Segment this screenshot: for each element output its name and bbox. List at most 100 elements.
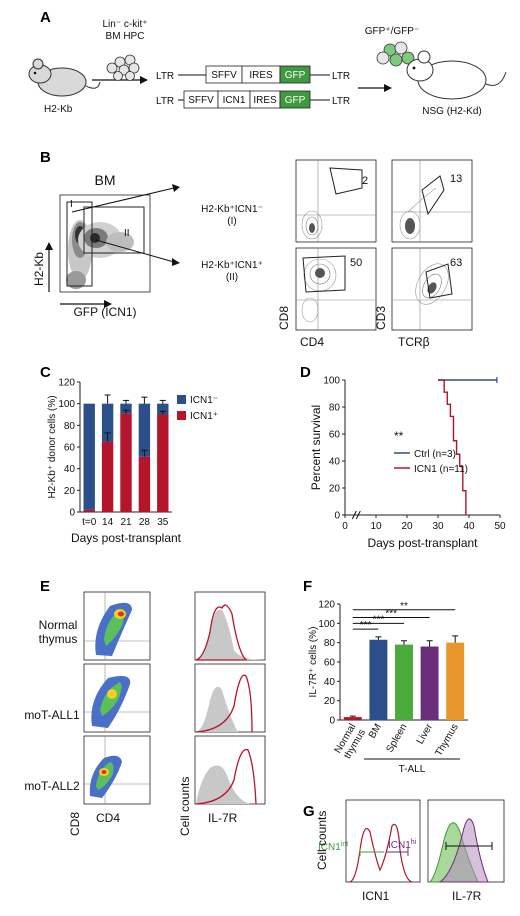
c-ytick-label: 0 (69, 508, 75, 519)
d-ytick-label: 80 (329, 403, 341, 414)
cd8-cd4-plot-bottom: 50 (295, 247, 377, 331)
d-xtick-label: 40 (463, 521, 475, 532)
row1-label-line2: thymus (39, 632, 78, 646)
panel-c: C 0 20 40 60 80 100 120 t=0 14 21 28 35 Days post-tr… (40, 364, 218, 545)
panel-b-letter: B (40, 149, 51, 166)
cd3-axis-label: CD3 (374, 306, 388, 330)
ltr-right-2: LTR (332, 96, 350, 107)
c-bar-icn1pos (101, 441, 114, 512)
panel-f-letter: F (303, 578, 312, 595)
f-sig-label: *** (385, 609, 397, 620)
f-ytick-label: 80 (324, 638, 336, 649)
gate-i (66, 201, 93, 287)
d-xtick-label: 50 (494, 521, 506, 532)
cd-bottom-value: 50 (350, 257, 362, 269)
panel-f: F 0 20 40 60 80 100 120 Normalthymus BM Spleen Liv… (303, 578, 468, 775)
donor-label: H2-Kb (44, 104, 73, 115)
icn1-hi-label: ICN1hi (388, 839, 417, 851)
pop2-label-line2: (II) (226, 272, 238, 283)
construct-icn1: LTR SFFV ICN1 IRES GFP LTR (156, 90, 350, 109)
f-ytick-label: 100 (318, 619, 335, 630)
hpc-label-line2: BM HPC (106, 31, 145, 42)
d-xtick-label: 20 (401, 521, 413, 532)
bm-density-cloud (66, 220, 134, 289)
c-xtick-label: t=0 (82, 517, 97, 528)
tall-group-label: T-ALL (399, 764, 426, 775)
sffv-label-2: SFFV (188, 95, 214, 106)
d-ytick-label: 100 (323, 376, 340, 387)
e-cellcounts-label: Cell counts (178, 777, 192, 836)
panel-c-letter: C (40, 364, 51, 381)
gate-ii-label: II (124, 228, 130, 239)
icn1-int-label: ICN1int (318, 841, 348, 853)
c-bar-icn1neg (120, 403, 132, 414)
ires-label-2: IRES (253, 95, 277, 106)
cd-top-value: 2 (362, 175, 368, 187)
legend-ctrl-label: Ctrl (n=3) (414, 449, 456, 460)
pop1-label-line2: (I) (227, 216, 236, 227)
bm-title: BM (95, 172, 116, 188)
donor-mouse-icon (28, 58, 101, 97)
f-xtick-label: BM (367, 722, 384, 740)
d-line-icn1 (438, 379, 467, 515)
c-xlabel: Days post-transplant (71, 531, 182, 545)
panel-e-letter: E (40, 578, 50, 595)
legend-icn1neg-swatch (177, 395, 186, 404)
c-bar-icn1pos (83, 509, 95, 512)
ires-label: IRES (249, 70, 273, 81)
c-bar-icn1pos (138, 456, 151, 512)
panel-d-letter: D (300, 364, 311, 381)
c-bar-icn1neg (157, 403, 169, 415)
f-xtick-label: Liver (415, 721, 436, 746)
g-cellcounts-label: Cell counts (315, 811, 329, 870)
pop1-label-line1: H2-Kb⁺ICN1⁻ (201, 204, 263, 215)
cd3-tcrb-plot-bottom: 63 (391, 247, 473, 331)
e-il7r-label: IL-7R (208, 811, 238, 825)
g-histogram-icn1 (345, 799, 421, 883)
bm-ylabel: H2-Kb (32, 252, 46, 286)
legend-icn1pos-label: ICN1⁺ (190, 411, 218, 422)
f-ytick-label: 20 (324, 696, 336, 707)
d-xtick-label: 10 (370, 521, 382, 532)
f-bar (369, 639, 388, 720)
e-cd8-label: CD8 (68, 812, 82, 836)
cd4-axis-label: CD4 (300, 335, 324, 349)
construct-control: LTR SFFV IRES GFP LTR (156, 65, 350, 84)
f-xtick-label: Normalthymus (333, 722, 368, 761)
chart-c: 0 20 40 60 80 100 120 t=0 14 21 28 35 Days post-tran… (47, 378, 182, 546)
bm-xlabel: GFP (ICN1) (73, 305, 136, 319)
d-axis-break (355, 510, 361, 520)
legend-icn1neg-label: ICN1⁻ (190, 395, 218, 406)
c-ytick-label: 40 (64, 464, 76, 475)
tcr-top-value: 13 (450, 173, 462, 185)
e-cd4-label: CD4 (96, 811, 120, 825)
gfp-label-2: GFP (285, 95, 306, 106)
e-dotplot-tall1 (83, 663, 151, 733)
legend-icn1pos-swatch (177, 411, 186, 420)
c-ytick-label: 80 (64, 421, 76, 432)
f-xtick-label: Thymus (433, 722, 460, 758)
d-ylabel: Percent survival (309, 405, 323, 490)
chart-f: 0 20 40 60 80 100 120 Normalthymus BM Spleen Liver… (308, 600, 468, 761)
e-histogram-tall1 (194, 663, 266, 733)
d-ytick-label: 60 (329, 430, 341, 441)
f-ylabel: IL-7R⁺ cells (%) (308, 627, 319, 698)
ltr-left-2: LTR (156, 96, 174, 107)
f-ytick-label: 60 (324, 658, 336, 669)
panel-a: A H2-Kb Lin⁻ c-kit⁺ BM HPC LTR (28, 9, 507, 117)
c-bar-icn1neg (83, 403, 95, 510)
ltr-left-1: LTR (156, 71, 174, 82)
panel-b: B BM I II H2-Kb GFP (ICN1) H2-Kb⁺ICN (32, 149, 473, 349)
cd3-tcrb-plot-top: 13 (391, 159, 473, 243)
g-xlabel-il7r: IL-7R (452, 889, 482, 903)
panel-g-letter: G (303, 803, 315, 820)
f-ytick-label: 40 (324, 677, 336, 688)
c-bar-icn1pos (120, 413, 132, 512)
c-ytick-label: 20 (64, 486, 76, 497)
panel-e: E Normal thymus moT-ALL1 moT-ALL2 (24, 578, 266, 836)
hpc-label-line1: Lin⁻ c-kit⁺ (102, 19, 147, 30)
legend-icn1-label: ICN1 (n=11) (414, 464, 468, 475)
c-xtick-label: 35 (157, 517, 169, 528)
d-xtick-label: 30 (432, 521, 444, 532)
